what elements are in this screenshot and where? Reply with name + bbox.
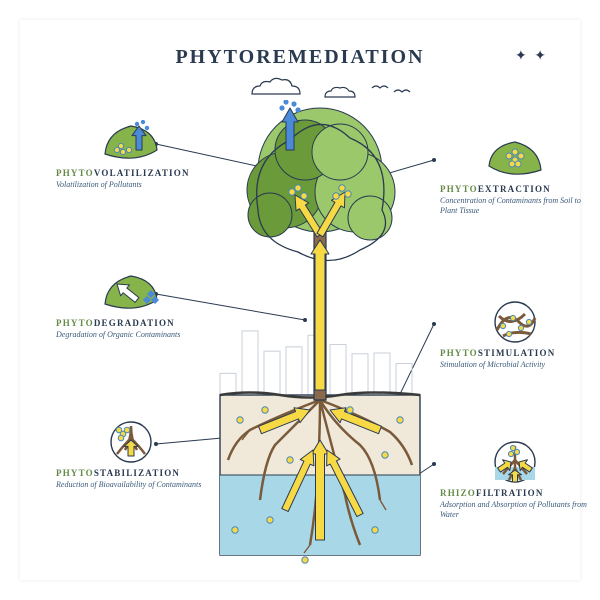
- process-rhizofiltration: RHIZOFILTRATION Adsorption and Absorption…: [440, 440, 590, 521]
- cloud-icon: [246, 76, 306, 102]
- process-title: PHYTOSTIMULATION: [440, 348, 590, 358]
- process-desc: Reduction of Bioavailability of Contamin…: [56, 480, 206, 490]
- bird-icon: [370, 82, 414, 98]
- process-extraction: PHYTOEXTRACTION Concentration of Contamin…: [440, 136, 590, 217]
- diagram-title: PHYTOREMEDIATION: [20, 46, 580, 69]
- process-volatilization: PHYTOVOLATILIZATION Volatilization of Pol…: [56, 120, 206, 190]
- process-title: RHIZOFILTRATION: [440, 488, 590, 498]
- process-desc: Degradation of Organic Contaminants: [56, 330, 206, 340]
- process-desc: Adsorption and Absorption of Pollutants …: [440, 500, 590, 521]
- rhizofiltration-icon: [485, 440, 545, 484]
- process-stimulation: PHYTOSTIMULATION Stimulation of Microbial…: [440, 300, 590, 370]
- process-desc: Stimulation of Microbial Activity: [440, 360, 590, 370]
- stabilization-icon: [101, 420, 161, 464]
- process-title: PHYTOVOLATILIZATION: [56, 168, 206, 178]
- process-stabilization: PHYTOSTABILIZATION Reduction of Bioavaila…: [56, 420, 206, 490]
- sparkle-icon: ✦ ✦: [515, 48, 548, 65]
- process-title: PHYTOEXTRACTION: [440, 184, 590, 194]
- process-desc: Volatilization of Pollutants: [56, 180, 206, 190]
- degradation-icon: [101, 270, 161, 314]
- diagram-frame: PHYTOREMEDIATION ✦ ✦ PHYTOVOLATILIZATION…: [20, 20, 580, 580]
- stimulation-icon: [485, 300, 545, 344]
- process-title: PHYTODEGRADATION: [56, 318, 206, 328]
- process-degradation: PHYTODEGRADATION Degradation of Organic C…: [56, 270, 206, 340]
- tree-scene: [210, 100, 430, 570]
- volatilization-icon: [101, 120, 161, 164]
- extraction-icon: [485, 136, 545, 180]
- process-desc: Concentration of Contaminants from Soil …: [440, 196, 590, 217]
- process-title: PHYTOSTABILIZATION: [56, 468, 206, 478]
